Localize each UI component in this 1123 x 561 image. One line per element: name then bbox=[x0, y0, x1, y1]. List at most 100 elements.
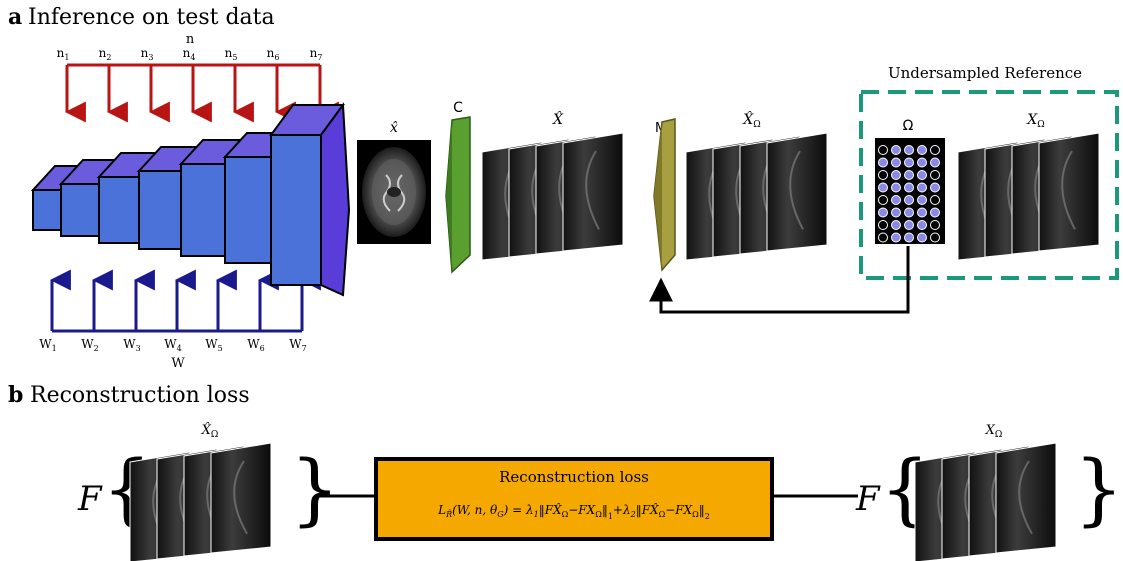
image-slice bbox=[210, 442, 272, 554]
mask-sample-point bbox=[917, 195, 927, 205]
reference-images-stack bbox=[957, 132, 1100, 261]
mask-sample-point bbox=[930, 182, 940, 193]
loss-right-images-stack bbox=[914, 442, 1057, 561]
noise-group-label: n bbox=[186, 32, 195, 47]
mask-sample-point bbox=[891, 220, 901, 230]
masked-images-label: X̂Ω bbox=[742, 110, 760, 130]
panel-b-letter: b bbox=[8, 382, 23, 408]
network-block bbox=[270, 134, 322, 286]
fourier-op-right: F bbox=[855, 479, 881, 519]
loss-box-title: Reconstruction loss bbox=[499, 468, 649, 486]
weight-input-label: W6 bbox=[247, 337, 264, 353]
mask-sample-point bbox=[930, 207, 940, 218]
weight-input-label: W7 bbox=[289, 337, 306, 353]
feedback-arrow bbox=[649, 246, 910, 314]
panel-a-title: Inference on test data bbox=[28, 5, 275, 30]
mask-sample-point bbox=[891, 232, 901, 243]
noise-input-label: n2 bbox=[99, 46, 112, 62]
mask-sample-point bbox=[891, 157, 901, 168]
weight-input-label: W1 bbox=[39, 337, 56, 353]
weight-group-label: W bbox=[171, 356, 185, 371]
mask-sample-point bbox=[878, 207, 888, 218]
mask-sample-point bbox=[917, 145, 927, 155]
mask-sample-point bbox=[930, 145, 940, 155]
right-brace-close: } bbox=[1074, 445, 1123, 535]
coil-images-label: X̂ bbox=[552, 110, 564, 128]
weight-inputs: W1 W2 W3 W4 W5 W6 W7 W bbox=[39, 269, 321, 371]
masked-images-stack bbox=[685, 132, 828, 261]
network-block-side bbox=[320, 102, 351, 297]
network-block bbox=[180, 163, 226, 257]
generator-network bbox=[30, 102, 351, 297]
panel-b-title: Reconstruction loss bbox=[30, 383, 250, 408]
image-slice bbox=[562, 132, 624, 252]
mask-sample-point bbox=[904, 145, 914, 155]
reference-box-title: Undersampled Reference bbox=[888, 64, 1082, 82]
mask-sample-point bbox=[904, 170, 914, 180]
weight-input-label: W4 bbox=[164, 337, 181, 353]
mask-sample-point bbox=[930, 170, 940, 180]
noise-input-label: n4 bbox=[183, 46, 196, 62]
network-block bbox=[224, 156, 272, 264]
mask-sample-point bbox=[891, 145, 901, 155]
mask-sample-point bbox=[917, 157, 927, 168]
output-image-label: x̂ bbox=[390, 120, 398, 136]
coil-operator bbox=[445, 116, 471, 274]
noise-input-label: n7 bbox=[310, 46, 323, 62]
fourier-op-left: F bbox=[77, 479, 103, 519]
loss-formula: LR̂(W, n, θG) = λ1‖FX̂Ω−FXΩ‖1+λ2‖FX̂Ω−FX… bbox=[437, 502, 710, 521]
mask-sample-point bbox=[878, 145, 888, 155]
reference-images-label: XΩ bbox=[1026, 112, 1044, 130]
mask-sample-point bbox=[878, 232, 888, 243]
mask-sample-point bbox=[904, 207, 914, 218]
mask-operator bbox=[653, 118, 676, 272]
right-images-label: XΩ bbox=[985, 423, 1003, 440]
reference-box bbox=[859, 90, 1119, 280]
mask-sample-point bbox=[930, 195, 940, 205]
noise-input-label: n3 bbox=[141, 46, 154, 62]
mask-sample-point bbox=[917, 207, 927, 218]
mask-sample-point bbox=[917, 182, 927, 193]
loss-box: Reconstruction loss LR̂(W, n, θG) = λ1‖F… bbox=[374, 457, 774, 541]
image-slice bbox=[1038, 132, 1100, 252]
weight-input-label: W3 bbox=[123, 337, 140, 353]
network-block bbox=[138, 170, 182, 250]
mask-sample-point bbox=[930, 232, 940, 243]
coil-op-label: C bbox=[453, 100, 463, 116]
mask-sample-point bbox=[891, 195, 901, 205]
output-brain-image bbox=[357, 140, 431, 244]
mask-sample-point bbox=[904, 195, 914, 205]
mask-sample-point bbox=[878, 182, 888, 193]
noise-input-label: n5 bbox=[225, 46, 238, 62]
mask-sample-point bbox=[878, 157, 888, 168]
panel-a-letter: a bbox=[8, 4, 22, 30]
network-block bbox=[32, 189, 62, 231]
mask-sample-point bbox=[878, 195, 888, 205]
sampling-mask bbox=[875, 138, 945, 244]
noise-input-label: n1 bbox=[57, 46, 70, 62]
image-slice bbox=[995, 442, 1057, 554]
noise-inputs: n n1 n2 n3 n4 n5 n6 n7 bbox=[57, 32, 339, 123]
mask-sample-point bbox=[904, 182, 914, 193]
mask-sample-point bbox=[891, 207, 901, 218]
noise-input-label: n6 bbox=[267, 46, 280, 62]
mask-sample-point bbox=[904, 220, 914, 230]
mask-sample-point bbox=[891, 182, 901, 193]
mask-sample-point bbox=[878, 170, 888, 180]
coil-images-stack bbox=[481, 132, 624, 261]
mask-sample-point bbox=[917, 220, 927, 230]
weight-input-label: W5 bbox=[205, 337, 222, 353]
mask-sample-point bbox=[917, 232, 927, 243]
left-brace-close: } bbox=[290, 445, 340, 535]
mask-label: Ω bbox=[903, 118, 914, 134]
mask-sample-point bbox=[891, 170, 901, 180]
mask-sample-point bbox=[930, 157, 940, 168]
mask-sample-point bbox=[904, 157, 914, 168]
mask-sample-point bbox=[878, 220, 888, 230]
network-block bbox=[98, 176, 140, 244]
loss-left-images-stack bbox=[129, 442, 272, 561]
image-slice bbox=[766, 132, 828, 252]
mask-sample-point bbox=[904, 232, 914, 243]
weight-input-label: W2 bbox=[81, 337, 98, 353]
mask-sample-point bbox=[930, 220, 940, 230]
